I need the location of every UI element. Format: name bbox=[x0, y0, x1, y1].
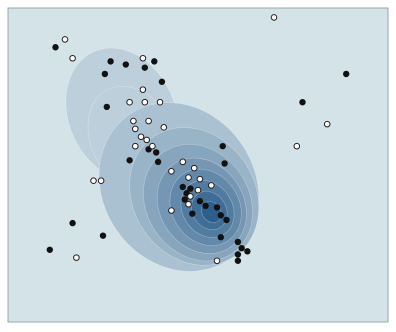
filled-point bbox=[181, 196, 188, 203]
filled-point bbox=[69, 219, 76, 227]
filled-point bbox=[158, 78, 166, 85]
filled-point bbox=[234, 257, 242, 264]
hollow-point bbox=[132, 142, 139, 150]
hollow-point bbox=[137, 133, 145, 141]
hollow-point bbox=[187, 193, 194, 200]
hollow-point bbox=[141, 98, 149, 106]
hollow-point bbox=[139, 54, 147, 62]
hollow-point bbox=[160, 124, 168, 131]
hollow-point bbox=[323, 120, 331, 128]
hollow-point bbox=[196, 175, 204, 183]
filled-point bbox=[299, 99, 306, 106]
filled-point bbox=[223, 216, 230, 224]
hollow-point bbox=[69, 54, 76, 62]
hollow-point bbox=[168, 167, 175, 175]
filled-point bbox=[234, 238, 242, 246]
filled-point bbox=[189, 210, 196, 217]
filled-point bbox=[122, 61, 129, 68]
filled-point bbox=[343, 70, 350, 78]
filled-point bbox=[238, 245, 245, 252]
hollow-point bbox=[145, 117, 152, 125]
hollow-point bbox=[90, 177, 97, 184]
plot-frame bbox=[7, 7, 389, 323]
filled-point bbox=[196, 197, 204, 205]
hollow-point bbox=[132, 125, 139, 133]
hollow-point bbox=[97, 177, 105, 184]
hollow-point bbox=[143, 136, 150, 144]
filled-point bbox=[46, 246, 53, 253]
filled-point bbox=[107, 58, 114, 65]
filled-point bbox=[179, 183, 186, 191]
hollow-point bbox=[270, 14, 278, 21]
hollow-point bbox=[139, 86, 147, 93]
filled-point bbox=[99, 232, 107, 239]
hollow-point bbox=[126, 98, 133, 106]
filled-point bbox=[101, 70, 109, 78]
filled-point bbox=[213, 204, 221, 211]
hollow-point bbox=[194, 186, 202, 194]
filled-point bbox=[154, 158, 162, 166]
filled-point bbox=[217, 234, 224, 241]
scatter-points bbox=[46, 14, 350, 265]
filled-point bbox=[219, 142, 226, 150]
hollow-point bbox=[213, 257, 221, 265]
filled-point bbox=[126, 157, 133, 164]
filled-point bbox=[103, 103, 111, 111]
hollow-point bbox=[168, 207, 175, 214]
hollow-point bbox=[293, 142, 301, 150]
hollow-point bbox=[73, 254, 80, 261]
filled-point bbox=[221, 160, 228, 167]
filled-point bbox=[202, 202, 209, 210]
hollow-point bbox=[179, 158, 187, 166]
hollow-point bbox=[208, 182, 215, 189]
filled-point bbox=[187, 185, 194, 192]
filled-point bbox=[217, 212, 224, 219]
hollow-point bbox=[185, 174, 192, 181]
hollow-point bbox=[156, 98, 164, 106]
hollow-point bbox=[185, 200, 192, 208]
hollow-point bbox=[61, 36, 69, 43]
filled-point bbox=[234, 251, 242, 258]
hollow-point bbox=[149, 142, 156, 150]
filled-point bbox=[244, 248, 251, 255]
filled-point bbox=[153, 149, 160, 156]
filled-point bbox=[52, 44, 59, 51]
hollow-point bbox=[190, 164, 198, 172]
filled-point bbox=[141, 64, 148, 71]
hollow-point bbox=[130, 117, 137, 125]
filled-point bbox=[151, 58, 158, 65]
